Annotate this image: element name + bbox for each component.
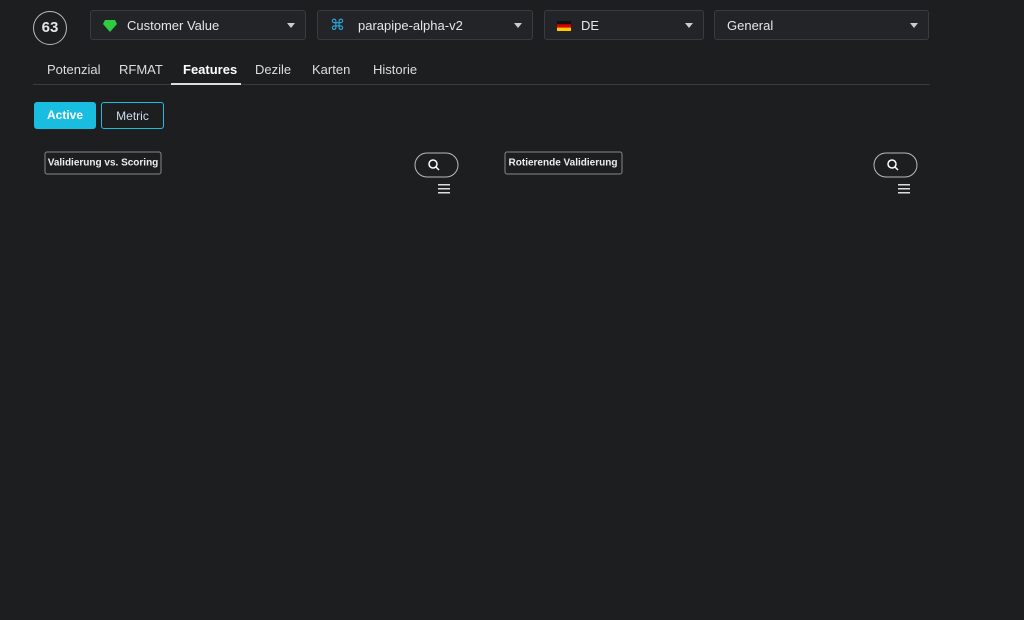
active-button[interactable]: Active <box>34 102 96 129</box>
tab[interactable]: Karten <box>312 62 351 77</box>
dropdown[interactable]: ⌘ parapipe-alpha-v2 <box>317 10 533 40</box>
dropdown-label: DE <box>581 18 600 33</box>
tab[interactable]: Features <box>183 62 238 77</box>
menu-button[interactable] <box>898 184 910 194</box>
cmd-icon: ⌘ <box>330 17 345 34</box>
tab[interactable]: Potenzial <box>47 62 101 77</box>
dropdown-label: parapipe-alpha-v2 <box>358 18 463 33</box>
zoom-button[interactable] <box>873 152 918 178</box>
menu-button[interactable] <box>438 184 450 194</box>
dropdown[interactable]: DE <box>544 10 704 40</box>
dropdown[interactable]: General <box>714 10 929 40</box>
flag-icon <box>557 21 571 31</box>
tab-indicator <box>171 83 241 85</box>
metric-button[interactable]: Metric <box>101 102 164 129</box>
tab[interactable]: Dezile <box>255 62 292 77</box>
chart-title: Validierung vs. Scoring <box>48 158 159 169</box>
badge: 63 <box>33 11 67 45</box>
dropdown-label: Customer Value <box>127 18 220 33</box>
gem-icon: 0.00.10.10.20.20.30.30.3zeit_zwischen(or… <box>103 20 117 32</box>
tab-rule <box>33 84 930 85</box>
tab[interactable]: Historie <box>373 62 418 77</box>
title-box <box>504 151 623 175</box>
dropdown-label: General <box>727 18 774 33</box>
tab[interactable]: RFMAT <box>119 62 163 77</box>
title-box <box>44 151 162 175</box>
zoom-button[interactable] <box>414 152 459 178</box>
chart-title: Rotierende Validierung <box>509 158 618 169</box>
dropdown[interactable]: 0.00.10.10.20.20.30.30.3zeit_zwischen(or… <box>90 10 306 40</box>
